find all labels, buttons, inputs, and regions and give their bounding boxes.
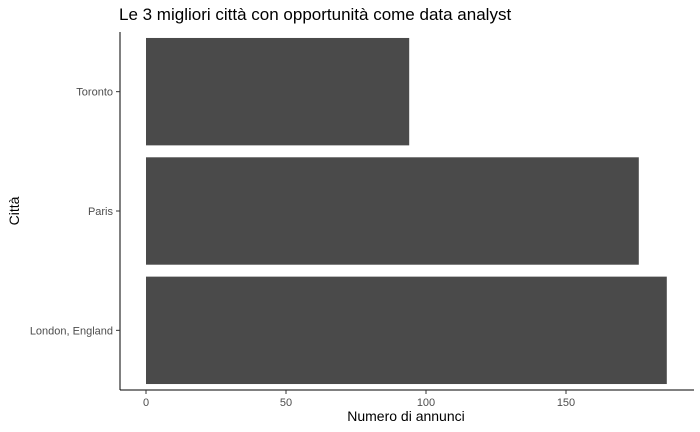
- bar-london-england: [146, 276, 667, 385]
- bars-layer: [146, 37, 667, 385]
- chart-title: Le 3 migliori città con opportunità come…: [119, 5, 511, 24]
- x-tick-label-100: 100: [417, 397, 435, 409]
- y-tick-label-london-england: London, England: [30, 325, 113, 337]
- y-tick-label-toronto: Toronto: [76, 87, 113, 99]
- x-axis-title: Numero di annunci: [347, 408, 465, 424]
- x-ticks-layer: 0 50 100 150: [143, 390, 575, 409]
- x-tick-label-150: 150: [557, 397, 575, 409]
- x-tick-label-0: 0: [143, 397, 149, 409]
- y-ticks-layer: Toronto Paris London, England: [30, 87, 120, 337]
- x-tick-label-50: 50: [280, 397, 292, 409]
- y-tick-label-paris: Paris: [88, 206, 114, 218]
- y-axis-title: Città: [6, 196, 22, 225]
- bar-paris: [146, 157, 639, 265]
- bar-toronto: [146, 37, 410, 146]
